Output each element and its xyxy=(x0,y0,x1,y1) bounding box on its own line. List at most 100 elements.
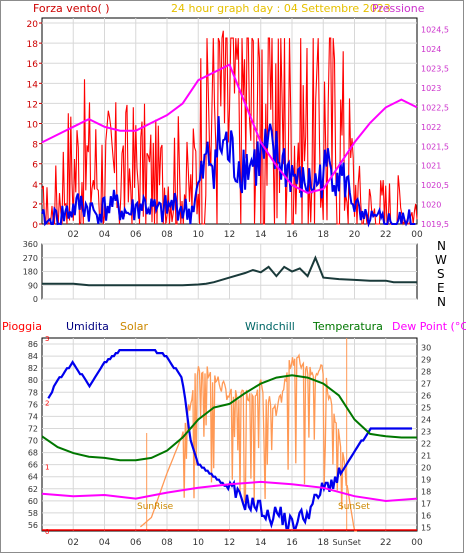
temp-axis-tick: 19 xyxy=(421,475,431,484)
bottom-time-label: 14 xyxy=(255,538,267,548)
bottom-time-label: 18 xyxy=(318,538,330,548)
humidity-axis-tick: 72 xyxy=(28,424,38,433)
pressure-title: Pressione xyxy=(372,2,425,15)
pressure-axis-tick: 1022 xyxy=(421,123,441,132)
sunrise-label: SunRise xyxy=(137,502,174,512)
pressure-axis-tick: 1021,5 xyxy=(421,142,449,151)
humidity-axis-tick: 78 xyxy=(28,388,38,397)
avg-wind-series-line xyxy=(41,116,416,228)
bottom-time-label: 22 xyxy=(380,538,391,548)
wind-time-label: 18 xyxy=(318,230,330,240)
label-temperatura: Temperatura xyxy=(312,320,383,333)
bottom-time-label: 12 xyxy=(224,538,235,548)
wind-time-label: 22 xyxy=(380,230,391,240)
temperature-series-line xyxy=(41,374,417,462)
temp-axis-tick: 16 xyxy=(421,511,431,520)
temp-axis-tick: 22 xyxy=(421,439,431,448)
sunset-tick-label: SunSet xyxy=(333,538,361,547)
wind-time-label: 16 xyxy=(286,230,298,240)
pressure-axis-tick: 1019,5 xyxy=(421,220,449,229)
label-pioggia: Pioggia xyxy=(2,320,42,333)
rain-axis-tick: 2 xyxy=(45,399,49,407)
dir-label-w: W xyxy=(435,253,447,267)
bottom-time-label: 16 xyxy=(286,538,298,548)
wind-time-label: 20 xyxy=(349,230,361,240)
wind-axis-tick: 0 xyxy=(32,221,38,231)
dir-label-n2: N xyxy=(437,295,446,309)
temp-axis-tick: 26 xyxy=(421,392,431,401)
dir-axis-tick: 270 xyxy=(23,254,38,263)
temp-axis-tick: 30 xyxy=(421,344,431,353)
temp-axis-tick: 25 xyxy=(421,404,431,413)
wind-axis-tick: 12 xyxy=(27,100,38,110)
gust-series-line xyxy=(41,30,418,226)
temp-axis-tick: 18 xyxy=(421,487,431,496)
dir-axis-tick: 0 xyxy=(33,295,38,304)
bottom-time-label: 08 xyxy=(161,538,173,548)
bottom-time-label: 02 xyxy=(68,538,79,548)
dir-axis-tick: 90 xyxy=(28,281,38,290)
dir-label-s: S xyxy=(437,267,445,281)
pressure-axis-tick: 1022,5 xyxy=(421,103,449,112)
humidity-axis-tick: 70 xyxy=(28,437,38,446)
temp-axis-tick: 29 xyxy=(421,356,431,365)
temp-axis-tick: 21 xyxy=(421,451,431,460)
wind-time-label: 00 xyxy=(411,230,423,240)
dir-axis-tick: 180 xyxy=(23,268,38,277)
humidity-axis-tick: 62 xyxy=(28,485,38,494)
chart-title: 24 hour graph day : 04 Settembre 2023 xyxy=(171,2,391,15)
wind-axis-tick: 2 xyxy=(32,201,38,211)
temp-axis-tick: 17 xyxy=(421,499,431,508)
wind-time-label: 08 xyxy=(161,230,173,240)
wind-axis-tick: 16 xyxy=(27,60,39,70)
bottom-time-label: 00 xyxy=(411,538,423,548)
label-umidita: Umidita xyxy=(66,320,109,333)
humidity-axis-tick: 84 xyxy=(28,352,38,361)
wind-time-label: 10 xyxy=(193,230,205,240)
direction-series-line xyxy=(42,255,417,287)
pressure-axis-tick: 1023,5 xyxy=(421,65,449,74)
bottom-time-label: 06 xyxy=(130,538,142,548)
humidity-axis-tick: 58 xyxy=(28,509,38,518)
wind-time-label: 06 xyxy=(130,230,142,240)
humidity-series-line xyxy=(47,349,412,530)
solar-series-line xyxy=(139,353,357,532)
pressure-axis-tick: 1023 xyxy=(421,84,441,93)
humidity-axis-tick: 80 xyxy=(28,376,38,385)
wind-axis-tick: 18 xyxy=(27,40,39,50)
humidity-axis-tick: 68 xyxy=(28,449,38,458)
humidity-axis-tick: 66 xyxy=(28,461,38,470)
pressure-axis-tick: 1020,5 xyxy=(421,181,449,190)
humidity-axis-tick: 82 xyxy=(28,364,38,373)
rain-axis-tick: 0 xyxy=(45,528,49,536)
bottom-time-label: 04 xyxy=(99,538,111,548)
wind-axis-tick: 6 xyxy=(32,161,38,171)
temp-axis-tick: 20 xyxy=(421,463,431,472)
label-windchill: Windchill xyxy=(245,320,295,333)
pressure-axis-tick: 1024 xyxy=(421,45,441,54)
sunset-label: SunSet xyxy=(338,502,370,512)
humidity-axis-tick: 74 xyxy=(28,412,38,421)
humidity-axis-tick: 64 xyxy=(28,473,38,482)
dewpoint-series-line xyxy=(41,480,418,503)
wind-title: Forza vento( ) xyxy=(33,2,110,15)
wind-axis-tick: 20 xyxy=(27,20,39,30)
humidity-axis-tick: 56 xyxy=(28,521,38,530)
dir-label-e: E xyxy=(437,281,445,295)
wind-time-label: 12 xyxy=(224,230,235,240)
temp-axis-tick: 15 xyxy=(421,523,431,532)
humidity-axis-tick: 86 xyxy=(28,340,38,349)
pressure-axis-tick: 1021 xyxy=(421,162,441,171)
wind-axis-tick: 14 xyxy=(27,80,39,90)
temp-axis-tick: 27 xyxy=(421,380,431,389)
temp-axis-tick: 24 xyxy=(421,416,431,425)
wind-axis-tick: 4 xyxy=(32,181,38,191)
dir-label-n1: N xyxy=(437,239,446,253)
bottom-time-label: 10 xyxy=(193,538,205,548)
rain-axis-tick: 1 xyxy=(45,464,49,472)
label-dewpoint: Dew Point (°C) xyxy=(392,320,466,333)
label-solar: Solar xyxy=(120,320,149,333)
wind-time-label: 02 xyxy=(68,230,79,240)
